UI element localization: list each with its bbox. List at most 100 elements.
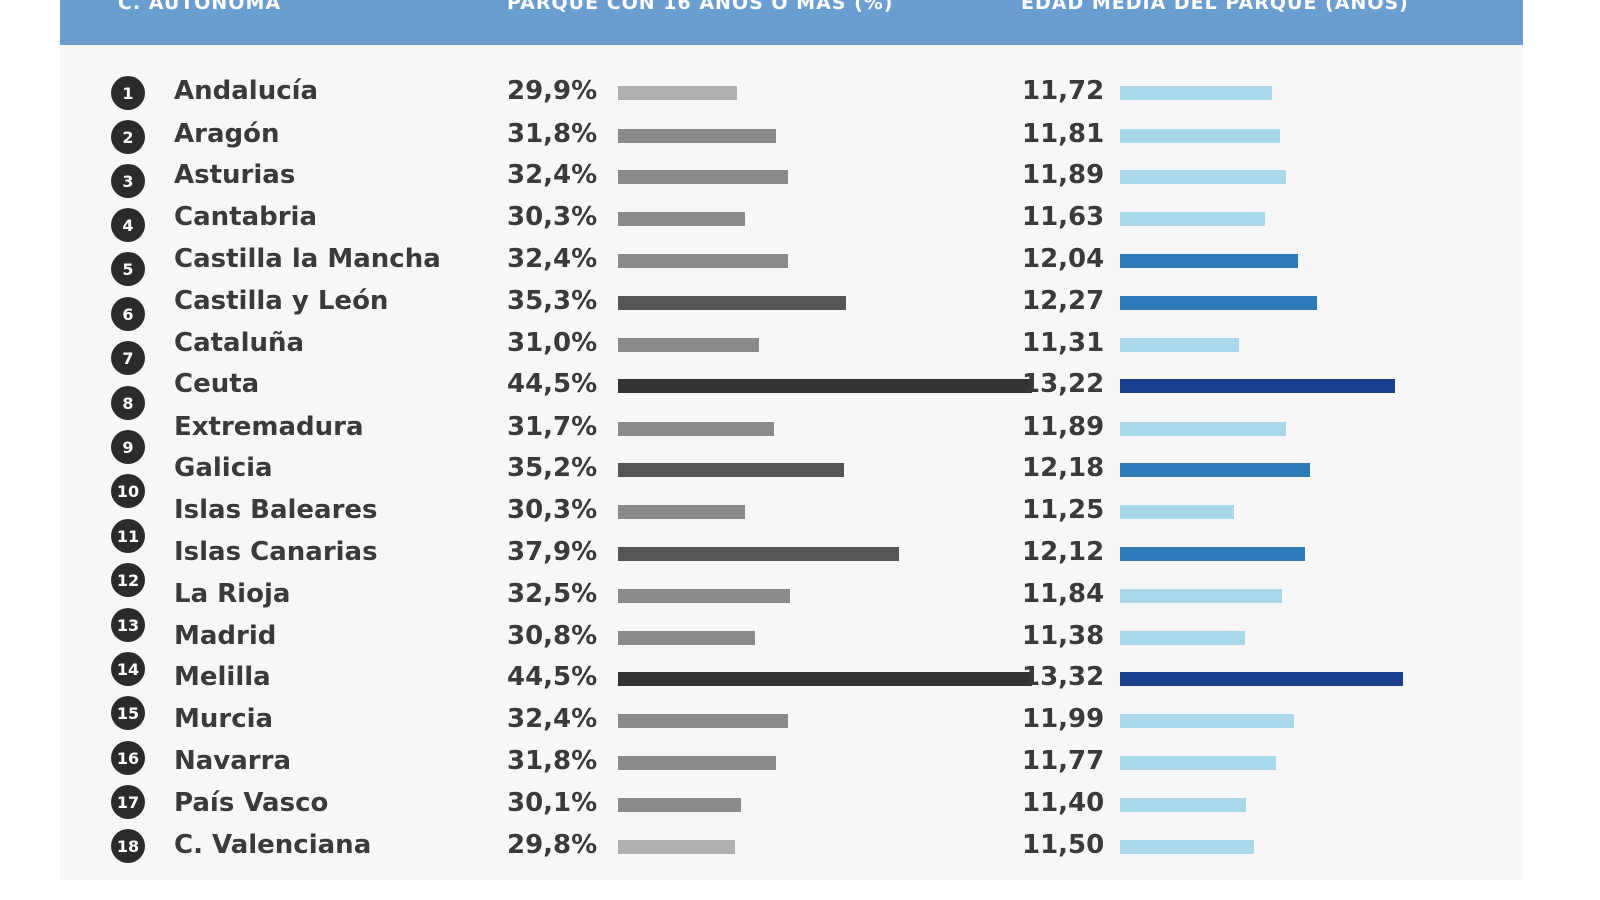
percent-bar bbox=[618, 129, 776, 143]
percent-bar bbox=[618, 170, 788, 184]
rank-badge: 16 bbox=[111, 741, 145, 775]
age-bar bbox=[1120, 86, 1273, 100]
rank-badge: 1 bbox=[111, 76, 145, 110]
percent-bar bbox=[618, 379, 1033, 393]
region-label: Castilla la Mancha bbox=[174, 244, 441, 274]
region-label: Navarra bbox=[174, 746, 291, 776]
rank-badge: 9 bbox=[111, 430, 145, 464]
percent-value: 32,5% bbox=[507, 579, 598, 609]
percent-value: 37,9% bbox=[507, 537, 598, 567]
percent-bar bbox=[618, 840, 736, 854]
age-bar bbox=[1120, 338, 1239, 352]
percent-bar bbox=[618, 86, 738, 100]
percent-value: 44,5% bbox=[507, 369, 598, 399]
percent-bar bbox=[618, 631, 756, 645]
age-value: 11,84 bbox=[1022, 579, 1105, 609]
region-label: Murcia bbox=[174, 704, 274, 734]
age-value: 11,40 bbox=[1022, 788, 1105, 818]
percent-value: 30,8% bbox=[507, 621, 598, 651]
header-percent: PARQUE CON 16 AÑOS O MÁS (%) bbox=[507, 0, 894, 14]
age-value: 11,89 bbox=[1022, 412, 1105, 442]
percent-bar bbox=[618, 463, 845, 477]
age-value: 11,63 bbox=[1022, 202, 1105, 232]
region-label: Madrid bbox=[174, 621, 277, 651]
percent-value: 30,3% bbox=[507, 495, 598, 525]
rank-badge: 13 bbox=[111, 608, 145, 642]
age-bar bbox=[1120, 672, 1403, 686]
percent-value: 31,8% bbox=[507, 746, 598, 776]
percent-bar bbox=[618, 589, 790, 603]
region-label: Aragón bbox=[174, 119, 280, 149]
age-value: 11,31 bbox=[1022, 328, 1105, 358]
rank-badge: 7 bbox=[111, 341, 145, 375]
header-age: EDAD MEDIA DEL PARQUE (AÑOS) bbox=[1021, 0, 1409, 14]
percent-value: 44,5% bbox=[507, 662, 598, 692]
region-label: País Vasco bbox=[174, 788, 329, 818]
percent-value: 30,3% bbox=[507, 202, 598, 232]
rank-badge: 18 bbox=[111, 829, 145, 863]
rank-badge: 2 bbox=[111, 120, 145, 154]
age-value: 13,22 bbox=[1022, 369, 1105, 399]
age-value: 12,12 bbox=[1022, 537, 1105, 567]
region-label: Ceuta bbox=[174, 369, 260, 399]
age-bar bbox=[1120, 129, 1280, 143]
age-bar bbox=[1120, 170, 1287, 184]
age-bar bbox=[1120, 254, 1299, 268]
age-value: 11,25 bbox=[1022, 495, 1105, 525]
region-label: Galicia bbox=[174, 453, 273, 483]
region-label: Cataluña bbox=[174, 328, 305, 358]
age-bar bbox=[1120, 463, 1310, 477]
age-bar bbox=[1120, 631, 1245, 645]
age-bar bbox=[1120, 379, 1395, 393]
age-bar bbox=[1120, 798, 1247, 812]
percent-bar bbox=[618, 547, 899, 561]
age-value: 11,77 bbox=[1022, 746, 1105, 776]
percent-bar bbox=[618, 672, 1033, 686]
region-label: Melilla bbox=[174, 662, 271, 692]
percent-bar bbox=[618, 756, 776, 770]
age-bar bbox=[1120, 422, 1287, 436]
rank-badge: 4 bbox=[111, 208, 145, 242]
age-value: 11,72 bbox=[1022, 76, 1105, 106]
age-value: 11,81 bbox=[1022, 119, 1105, 149]
age-value: 12,04 bbox=[1022, 244, 1105, 274]
percent-value: 32,4% bbox=[507, 160, 598, 190]
region-label: Extremadura bbox=[174, 412, 364, 442]
percent-value: 31,7% bbox=[507, 412, 598, 442]
region-label: Asturias bbox=[174, 160, 296, 190]
region-label: Andalucía bbox=[174, 76, 319, 106]
percent-bar bbox=[618, 296, 847, 310]
rank-badge: 6 bbox=[111, 297, 145, 331]
percent-value: 32,4% bbox=[507, 244, 598, 274]
header-region: C. AUTÓNOMA bbox=[118, 0, 282, 14]
percent-bar bbox=[618, 422, 774, 436]
rank-badge: 11 bbox=[111, 519, 145, 553]
age-value: 12,27 bbox=[1022, 286, 1105, 316]
age-value: 13,32 bbox=[1022, 662, 1105, 692]
age-bar bbox=[1120, 589, 1283, 603]
region-label: Islas Canarias bbox=[174, 537, 378, 567]
percent-bar bbox=[618, 212, 746, 226]
age-value: 11,50 bbox=[1022, 830, 1105, 860]
rank-badge: 3 bbox=[111, 164, 145, 198]
region-label: Cantabria bbox=[174, 202, 317, 232]
percent-value: 30,1% bbox=[507, 788, 598, 818]
rank-badge: 10 bbox=[111, 474, 145, 508]
percent-bar bbox=[618, 338, 760, 352]
rank-badge: 15 bbox=[111, 696, 145, 730]
age-bar bbox=[1120, 840, 1255, 854]
percent-value: 35,2% bbox=[507, 453, 598, 483]
table-card bbox=[60, 0, 1523, 880]
percent-value: 29,8% bbox=[507, 830, 598, 860]
age-value: 11,99 bbox=[1022, 704, 1105, 734]
age-value: 11,38 bbox=[1022, 621, 1105, 651]
percent-value: 31,0% bbox=[507, 328, 598, 358]
region-label: C. Valenciana bbox=[174, 830, 372, 860]
age-bar bbox=[1120, 505, 1235, 519]
region-label: La Rioja bbox=[174, 579, 291, 609]
rank-badge: 8 bbox=[111, 386, 145, 420]
percent-bar bbox=[618, 505, 746, 519]
age-value: 11,89 bbox=[1022, 160, 1105, 190]
percent-bar bbox=[618, 254, 788, 268]
